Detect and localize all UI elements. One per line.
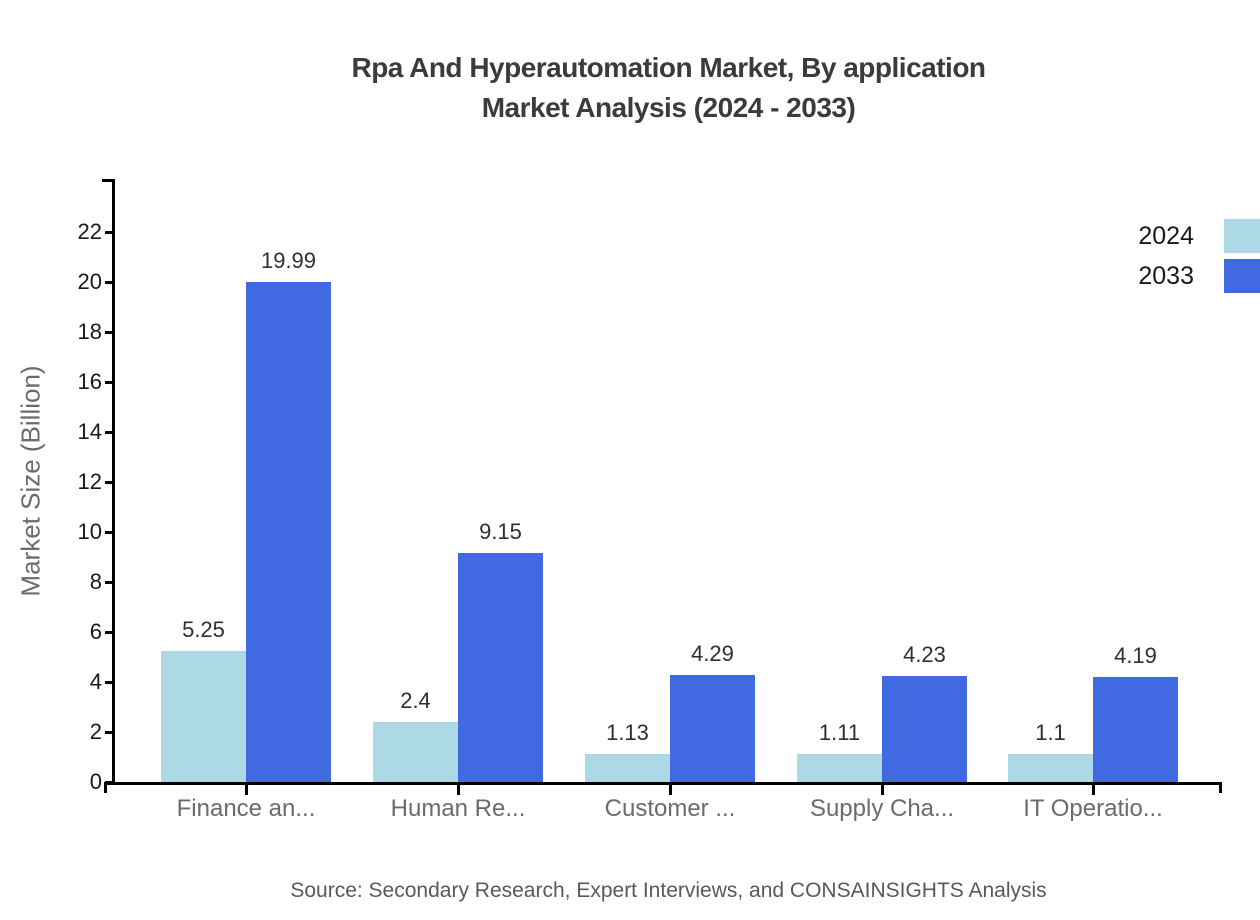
legend-swatch-2033: [1224, 259, 1260, 293]
bar-2033-1: [246, 282, 331, 782]
y-tick-mark: [105, 531, 115, 534]
x-category-tick: [669, 785, 672, 795]
y-tick-mark: [105, 731, 115, 734]
x-category-tick: [245, 785, 248, 795]
y-tick-label: 12: [77, 469, 102, 494]
y-tick-mark: [105, 781, 115, 784]
x-category-label: IT Operatio...: [1023, 795, 1163, 822]
y-tick-mark: [105, 581, 115, 584]
y-tick-mark: [105, 431, 115, 434]
y-tick-label: 2: [89, 719, 102, 744]
y-tick-label: 8: [89, 569, 102, 594]
x-axis-line: [104, 782, 1222, 785]
legend-item-2024: 2024: [1138, 219, 1260, 253]
x-category-label: Customer ...: [604, 795, 736, 822]
bar-value-label: 5.25: [182, 617, 225, 642]
y-tick-label: 16: [77, 369, 102, 394]
legend: 2024 2033: [1138, 219, 1260, 293]
bar-value-label: 4.29: [691, 641, 734, 666]
y-tick-label: 20: [77, 269, 102, 294]
x-axis-right-outer-tick: [1219, 785, 1222, 793]
chart-title: Rpa And Hyperautomation Market, By appli…: [115, 48, 1222, 128]
y-tick-mark: [105, 481, 115, 484]
y-tick-label: 14: [77, 419, 102, 444]
bar-value-label: 9.15: [479, 519, 522, 544]
chart-title-line2: Market Analysis (2024 - 2033): [481, 92, 856, 123]
y-tick-mark: [105, 681, 115, 684]
y-tick-mark: [105, 331, 115, 334]
bar-value-label: 2.4: [400, 688, 431, 713]
x-category-label: Human Re...: [390, 795, 526, 822]
bar-2024-3: [585, 754, 670, 782]
x-category-tick: [881, 785, 884, 795]
y-tick-mark: [105, 231, 115, 234]
x-category-tick: [1092, 785, 1095, 795]
legend-swatch-2024: [1224, 219, 1260, 253]
y-axis-top-outer-tick: [102, 179, 113, 182]
y-tick-label: 0: [89, 769, 102, 794]
x-category-label: Finance an...: [176, 795, 316, 822]
y-tick-label: 18: [77, 319, 102, 344]
y-tick-label: 22: [77, 219, 102, 244]
bar-2033-4: [882, 676, 967, 782]
legend-label: 2024: [1138, 221, 1194, 250]
y-tick-label: 6: [89, 619, 102, 644]
bar-2033-2: [458, 553, 543, 782]
bar-value-label: 1.13: [606, 720, 649, 745]
bar-value-label: 1.1: [1035, 720, 1066, 745]
x-axis-left-outer-tick: [104, 785, 107, 793]
bar-2024-5: [1008, 754, 1093, 782]
bar-2033-5: [1093, 677, 1178, 782]
bar-value-label: 1.11: [818, 720, 861, 745]
bar-value-label: 4.19: [1114, 643, 1157, 668]
y-tick-label: 4: [89, 669, 102, 694]
y-tick-label: 10: [77, 519, 102, 544]
y-tick-mark: [105, 631, 115, 634]
x-category-tick: [457, 785, 460, 795]
bar-2024-1: [161, 651, 246, 782]
bar-2033-3: [670, 675, 755, 782]
chart-title-line1: Rpa And Hyperautomation Market, By appli…: [351, 52, 986, 83]
legend-item-2033: 2033: [1138, 259, 1260, 293]
source-note: Source: Secondary Research, Expert Inter…: [290, 879, 1047, 902]
bar-value-label: 19.99: [260, 248, 317, 273]
bar-2024-2: [373, 722, 458, 782]
bar-value-label: 4.23: [903, 642, 946, 667]
bar-2024-4: [797, 754, 882, 782]
legend-label: 2033: [1138, 261, 1194, 290]
x-category-label: Supply Cha...: [809, 795, 955, 822]
y-tick-mark: [105, 281, 115, 284]
y-tick-mark: [105, 381, 115, 384]
